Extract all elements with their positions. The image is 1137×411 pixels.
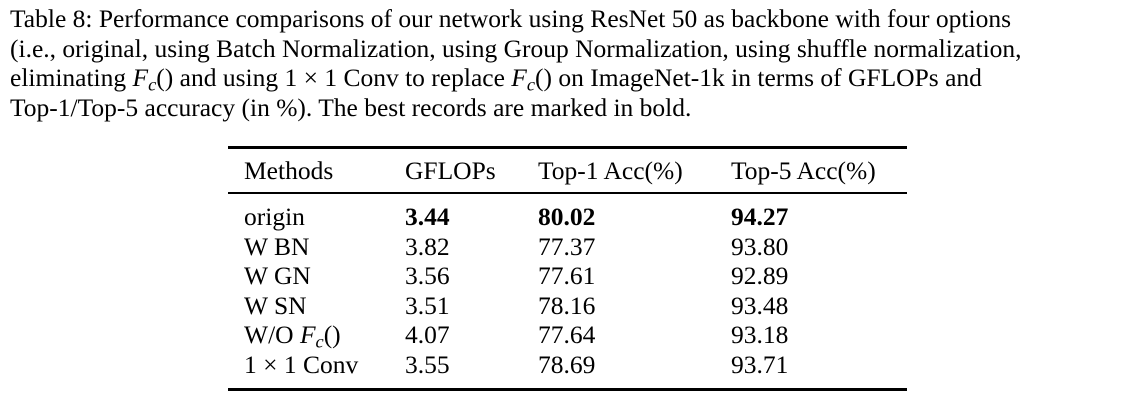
table-caption: Table 8: Performance comparisons of our … [10, 4, 1130, 122]
math-fc: Fc() [299, 320, 341, 352]
cell-gflops: 3.44 [405, 202, 450, 231]
cell-top5: 92.89 [731, 261, 789, 290]
table-row: W SN 3.51 78.16 93.48 [228, 291, 907, 321]
cell-gflops: 3.51 [405, 290, 450, 320]
cell-top5: 93.18 [731, 320, 789, 349]
cell-top1: 77.61 [538, 261, 596, 290]
caption-line-1: Table 8: Performance comparisons of our … [10, 4, 1011, 33]
cell-method: W/O Fc() [244, 320, 341, 352]
caption-line-2: (i.e., original, using Batch Normalizati… [10, 33, 1022, 63]
caption-line-4: Top-1/Top-5 accuracy (in %). The best re… [10, 92, 692, 122]
header-top1: Top-1 Acc(%) [538, 156, 683, 185]
cell-gflops: 4.07 [405, 320, 450, 349]
header-gflops: GFLOPs [405, 156, 496, 185]
cell-method: origin [244, 202, 305, 231]
cell-method: 1 × 1 Conv [244, 349, 359, 379]
cell-top1: 80.02 [538, 202, 596, 231]
cell-top5: 93.80 [731, 231, 789, 261]
cell-top5: 93.48 [731, 290, 789, 320]
results-table: Methods GFLOPs Top-1 Acc(%) Top-5 Acc(%)… [228, 146, 907, 391]
bottom-rule [228, 388, 907, 391]
header-methods: Methods [244, 156, 334, 185]
cell-top1: 78.69 [538, 349, 596, 379]
cell-top5: 94.27 [731, 202, 789, 231]
table-row: W GN 3.56 77.61 92.89 [228, 261, 907, 291]
caption-text: on ImageNet-1k in terms of GFLOPs and [552, 63, 982, 92]
header-top5: Top-5 Acc(%) [731, 156, 876, 185]
math-fc: Fc() [511, 63, 552, 95]
table-row: origin 3.44 80.02 94.27 [228, 202, 907, 232]
table-row: 1 × 1 Conv 3.55 78.69 93.71 [228, 350, 907, 380]
table-row: W/O Fc() 4.07 77.64 93.18 [228, 320, 907, 352]
cell-gflops: 3.56 [405, 261, 450, 290]
cell-method: W BN [244, 231, 310, 261]
caption-text: eliminating [10, 63, 133, 92]
caption-line-3: eliminating Fc() and using 1 × 1 Conv to… [10, 63, 1130, 95]
cell-method: W SN [244, 290, 307, 320]
cell-gflops: 3.55 [405, 349, 450, 379]
cell-top5: 93.71 [731, 349, 789, 379]
caption-text: and using 1 × 1 Conv to replace [173, 63, 512, 92]
cell-top1: 78.16 [538, 290, 596, 320]
top-rule [228, 146, 907, 149]
cell-top1: 77.37 [538, 231, 596, 261]
mid-rule [228, 192, 907, 194]
cell-method: W GN [244, 261, 311, 290]
math-fc: Fc() [132, 63, 174, 95]
cell-gflops: 3.82 [405, 231, 450, 261]
table-header-row: Methods GFLOPs Top-1 Acc(%) Top-5 Acc(%) [228, 149, 907, 192]
cell-top1: 77.64 [538, 320, 596, 349]
table-row: W BN 3.82 77.37 93.80 [228, 232, 907, 262]
